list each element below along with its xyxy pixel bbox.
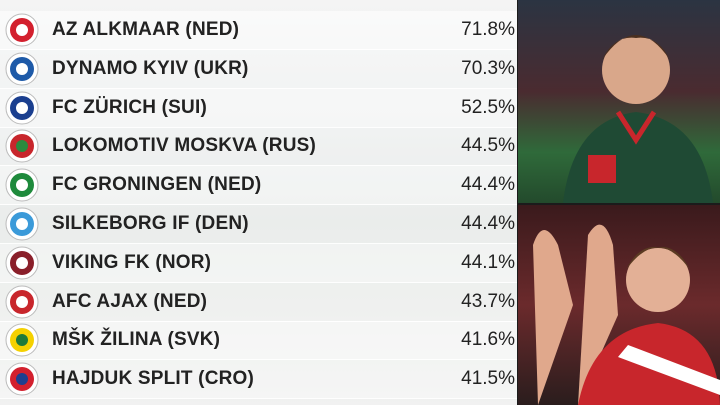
ranking-row: VIKING FK (NOR) 44.1% — [0, 243, 517, 283]
team-logo — [5, 207, 39, 241]
player-photo — [518, 205, 720, 405]
ranking-row: LOKOMOTIV MOSKVA (RUS) 44.5% — [0, 127, 517, 167]
photo-art — [563, 35, 713, 203]
team-logo — [5, 168, 39, 202]
team-name: AZ ALKMAAR (NED) — [52, 19, 240, 40]
ranking-row: FC GRONINGEN (NED) 44.4% — [0, 166, 517, 206]
percentage: 52.5% — [461, 96, 515, 118]
percentage: 70.3% — [461, 57, 515, 79]
ranking-row: AFC AJAX (NED) 43.7% — [0, 282, 517, 322]
team-logo — [5, 13, 39, 47]
percentage: 44.4% — [461, 174, 515, 196]
player-photo — [518, 0, 720, 203]
team-logo — [5, 52, 39, 86]
percentage: 71.8% — [461, 19, 515, 40]
percentage: 41.5% — [461, 368, 515, 390]
team-name: VIKING FK (NOR) — [52, 251, 212, 273]
photo-art — [533, 224, 720, 405]
team-logo — [5, 362, 39, 396]
team-name: DYNAMO KYIV (UKR) — [52, 57, 249, 79]
team-name: HAJDUK SPLIT (CRO) — [52, 368, 255, 390]
team-name: SILKEBORG IF (DEN) — [52, 213, 249, 234]
team-logo — [5, 285, 39, 319]
ranking-row: MŠK ŽILINA (SVK) 41.6% — [0, 321, 517, 361]
team-logo — [5, 91, 39, 125]
team-name: LOKOMOTIV MOSKVA (RUS) — [52, 135, 317, 157]
percentage: 44.4% — [461, 213, 515, 234]
team-logo — [5, 246, 39, 280]
team-name: MŠK ŽILINA (SVK) — [52, 329, 221, 351]
ranking-row: FC ZÜRICH (SUI) 52.5% — [0, 88, 517, 128]
ranking-row: DYNAMO KYIV (UKR) 70.3% — [0, 49, 517, 89]
percentage: 43.7% — [461, 290, 515, 312]
team-logo — [5, 129, 39, 163]
ranking-row: HAJDUK SPLIT (CRO) 41.5% — [0, 360, 517, 400]
ranking-row: AZ ALKMAAR (NED) 71.8% — [0, 11, 517, 50]
ranking-list: AZ ALKMAAR (NED) 71.8% DYNAMO KYIV (UKR) 70… — [0, 0, 517, 405]
team-name: FC GRONINGEN (NED) — [52, 174, 262, 196]
team-name: FC ZÜRICH (SUI) — [52, 96, 207, 118]
percentage: 41.6% — [461, 329, 515, 351]
percentage: 44.5% — [461, 135, 515, 157]
ranking-row: SILKEBORG IF (DEN) 44.4% — [0, 205, 517, 244]
percentage: 44.1% — [461, 251, 515, 273]
team-logo — [5, 323, 39, 357]
team-name: AFC AJAX (NED) — [52, 290, 208, 312]
